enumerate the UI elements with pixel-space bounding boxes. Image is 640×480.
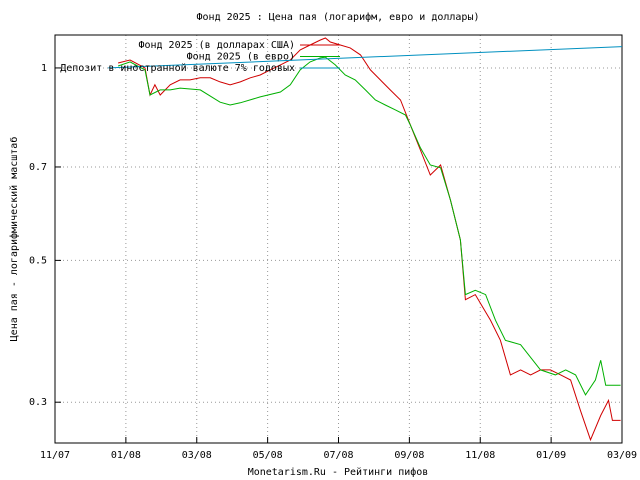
x-tick-label: 05/08 (253, 450, 283, 461)
series-line (117, 56, 621, 396)
x-tick-label: 03/09 (607, 450, 637, 461)
x-tick-label: 11/08 (465, 450, 495, 461)
x-tick-label: 01/09 (536, 450, 566, 461)
y-tick-label: 0.7 (29, 162, 47, 173)
y-tick-label: 0.5 (29, 255, 47, 266)
chart-title: Фонд 2025 : Цена пая (логарифм, евро и д… (197, 11, 480, 23)
series-line (108, 46, 623, 69)
y-tick-label: 1 (41, 63, 47, 74)
plot-frame (54, 34, 623, 444)
x-tick-label: 03/08 (182, 450, 212, 461)
x-tick-label: 11/07 (40, 450, 70, 461)
series-line (117, 37, 621, 442)
legend-label: Депозит в иностранной валюте 7% годовых (60, 62, 295, 74)
y-tick-label: 0.3 (29, 397, 47, 408)
x-tick-label: 07/08 (323, 450, 353, 461)
legend-label: Фонд 2025 (в долларах США) (138, 40, 295, 51)
y-axis-label: Цена пая - логарифмический масштаб (8, 137, 20, 342)
legend-label: Фонд 2025 (в евро) (187, 52, 295, 63)
x-tick-label: 01/08 (111, 450, 141, 461)
x-tick-label: 09/08 (394, 450, 424, 461)
x-axis-label: Monetarism.Ru - Рейтинги пифов (248, 466, 429, 478)
